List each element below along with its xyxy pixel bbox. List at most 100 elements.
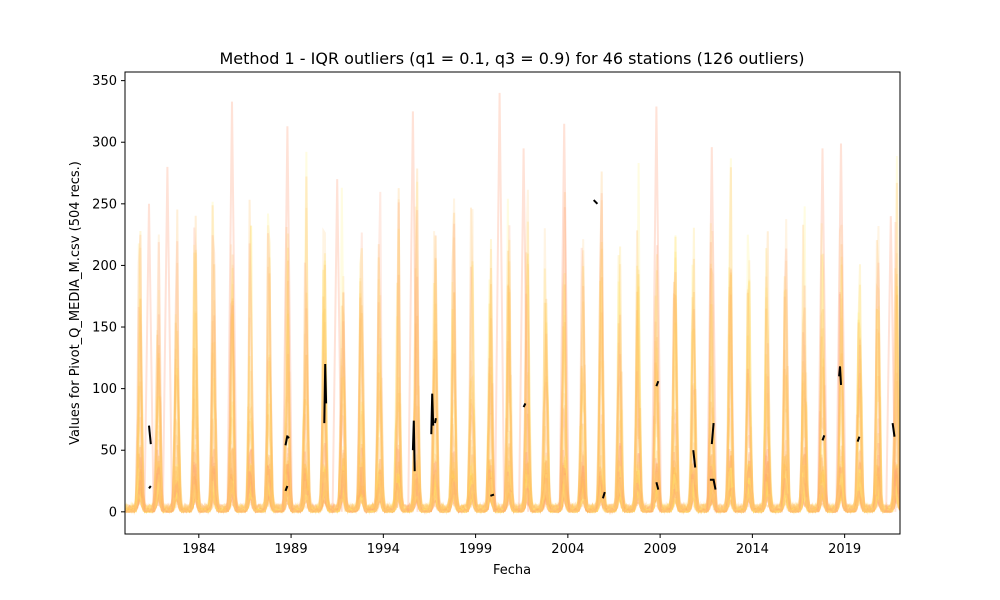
peak-trace [494,92,506,512]
y-tick-label: 350 [92,74,117,89]
outlier-segment [710,423,715,445]
station-series-line [125,454,900,514]
station-series-line [125,151,900,516]
station-series-line [125,189,900,516]
x-tick-label: 2014 [736,542,769,557]
station-series-line [125,388,900,516]
station-series-line [125,492,900,514]
station-series-line [125,380,900,516]
x-tick-label: 1994 [367,542,400,557]
peak-trace [650,106,662,512]
outlier-segment [891,422,896,437]
outlier-segment [284,485,289,492]
station-series-line [125,453,900,514]
y-tick-label: 250 [92,197,117,212]
outlier-segment [821,435,826,441]
outlier-segment [434,418,437,424]
peak-trace [558,123,570,512]
station-series-line [125,471,900,514]
outlier-segment [430,393,435,435]
outlier-segment [709,478,717,490]
peak-trace [835,143,847,512]
station-series-line [125,459,900,514]
station-series-line [125,269,900,516]
outlier-segment [601,491,606,499]
peak-trace [281,126,293,512]
station-series-line [125,221,900,516]
station-series-line [125,482,900,514]
station-series-line [125,465,900,514]
outlier-segment [592,199,599,205]
outlier-segment [148,425,152,445]
x-axis-label: Fecha [493,563,531,578]
station-series-line [125,489,900,514]
station-series-line [125,334,900,515]
outlier-segment [286,435,290,439]
y-axis: 0 50 100 150 200 250 300 350 [92,74,125,520]
outlier-segment [411,420,416,472]
chart-title: Method 1 - IQR outliers (q1 = 0.1, q3 = … [219,49,804,68]
outlier-segment [692,450,697,468]
station-series-line [125,191,900,515]
station-series-line [125,445,900,514]
y-tick-label: 200 [92,259,117,274]
outlier-segment [522,402,527,408]
outlier-segment [655,482,660,490]
peak-trace [161,166,174,512]
outlier-segment [323,363,328,424]
station-series-line [125,462,900,514]
station-series-line [125,476,900,514]
station-series-line [125,233,900,516]
y-axis-label: Values for Pivot_Q_MEDIA_M.csv (504 recs… [68,161,83,445]
station-series-line [125,458,900,514]
station-series-line [125,467,900,514]
peak-trace [331,179,343,512]
station-series-line [125,471,900,514]
outlier-segment [838,366,842,385]
x-tick-label: 2009 [644,542,677,557]
peak-trace [706,147,718,512]
peak-trace [143,203,155,512]
station-series-line [125,486,900,514]
station-series-line [125,465,900,514]
station-series-line [125,461,900,514]
peak-trace [407,111,419,512]
peak-trace [226,101,238,512]
x-tick-label: 1989 [275,542,308,557]
outlier-segment [856,436,861,442]
station-series-line [125,443,900,514]
station-series-line [125,468,900,514]
y-tick-label: 50 [100,444,117,459]
series-layer [125,92,900,516]
y-tick-label: 150 [92,321,117,336]
station-series-line [125,398,900,516]
station-series-line [125,444,900,514]
station-series-line [125,473,900,514]
peak-trace [885,216,897,512]
station-series-line [125,478,900,514]
x-tick-label: 2019 [828,542,861,557]
station-series-line [125,167,900,516]
station-series-line [125,461,900,514]
station-series-line [125,237,900,515]
station-series-line [125,457,900,514]
station-series-line [125,228,900,516]
station-series-line [125,487,900,514]
y-tick-label: 0 [109,505,117,520]
station-series-line [125,442,900,514]
station-series-line [125,463,900,514]
outlier-layer [148,199,896,499]
station-series-line [125,492,900,514]
station-series-line [125,478,900,514]
plot-area [125,92,900,516]
x-tick-label: 1984 [182,542,215,557]
station-series-line [125,260,900,516]
peak-trace [816,148,829,512]
y-tick-label: 100 [92,382,117,397]
x-tick-label: 2004 [551,542,584,557]
x-tick-label: 1999 [459,542,492,557]
plot-frame [124,71,901,535]
outlier-segment [284,435,289,446]
